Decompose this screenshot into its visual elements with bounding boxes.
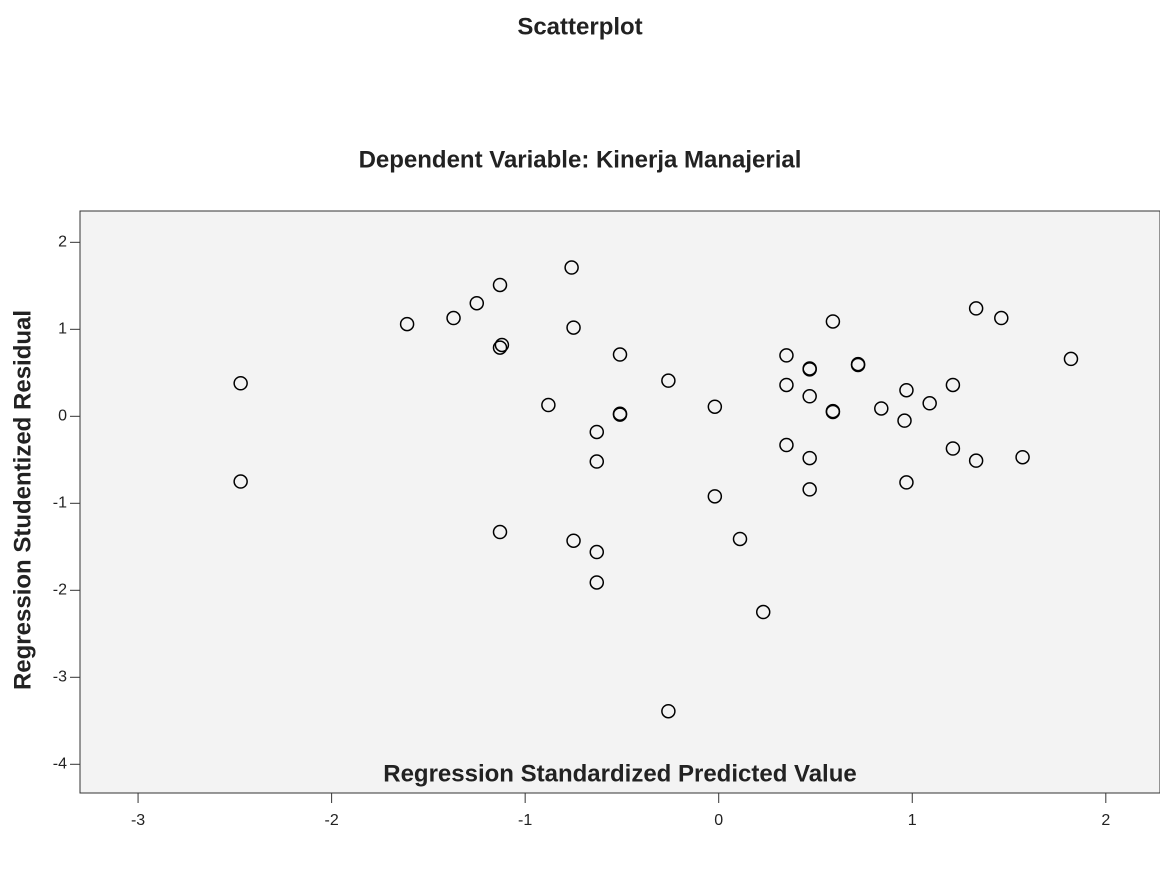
x-tick-label: -1 (518, 812, 532, 829)
y-tick-label: -2 (53, 582, 67, 599)
x-tick-label: -2 (324, 812, 338, 829)
y-tick-label: -1 (53, 495, 67, 512)
y-tick-label: 0 (58, 408, 67, 425)
page: Scatterplot Dependent Variable: Kinerja … (0, 0, 1160, 878)
y-tick-label: 2 (58, 234, 67, 251)
y-tick-label: -3 (53, 669, 67, 686)
y-tick-label: 1 (58, 321, 67, 338)
y-tick-label: -4 (53, 756, 67, 773)
x-tick-label: 2 (1101, 812, 1110, 829)
plot-area (80, 211, 1160, 793)
x-tick-label: 1 (908, 812, 917, 829)
x-tick-label: 0 (714, 812, 723, 829)
y-axis-label: Regression Studentized Residual (9, 310, 36, 690)
chart-title: Scatterplot (517, 13, 642, 40)
x-axis-label: Regression Standardized Predicted Value (383, 760, 856, 787)
chart-subtitle: Dependent Variable: Kinerja Manajerial (359, 146, 802, 173)
chart: Scatterplot Dependent Variable: Kinerja … (0, 0, 1160, 878)
x-tick-label: -3 (131, 812, 145, 829)
